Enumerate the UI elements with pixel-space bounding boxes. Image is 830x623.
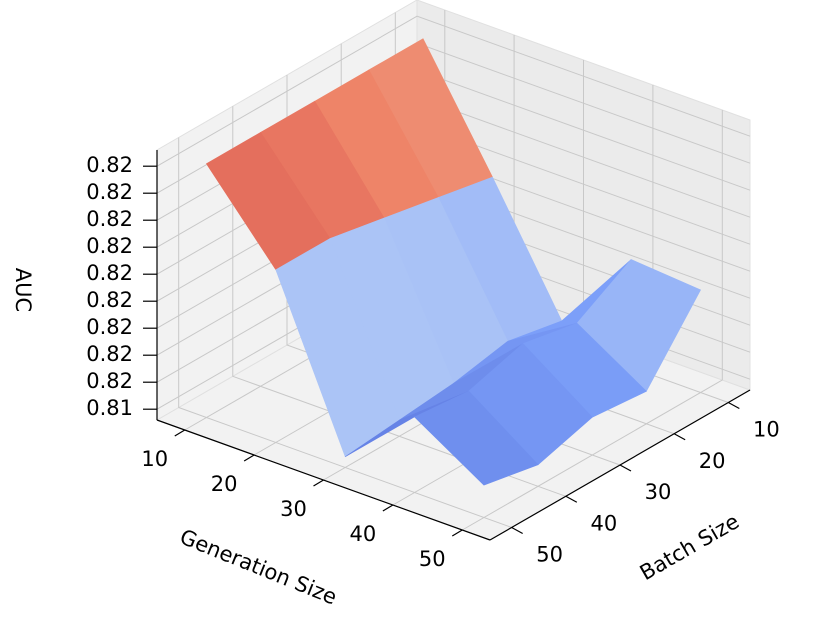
- z-tick-label: 0.82: [86, 234, 133, 258]
- z-tick-label: 0.82: [86, 180, 133, 204]
- x-tick-label: 50: [419, 547, 446, 571]
- y-tick-label: 40: [590, 511, 617, 535]
- z-tick-label: 0.82: [86, 288, 133, 312]
- x-tick: [313, 479, 324, 487]
- y-tick-label: 10: [753, 418, 780, 442]
- x-axis-label: Generation Size: [176, 525, 340, 610]
- y-tick: [565, 495, 578, 503]
- surface-patch: [413, 390, 539, 486]
- x-tick-label: 20: [211, 472, 238, 496]
- z-tick-label: 0.82: [86, 261, 133, 285]
- y-tick: [619, 464, 632, 472]
- y-tick-label: 30: [645, 480, 672, 504]
- x-tick: [174, 429, 186, 437]
- x-tick-label: 30: [280, 497, 307, 521]
- grid-line: [178, 137, 512, 528]
- z-tick-label: 0.82: [86, 315, 133, 339]
- x-tick: [382, 504, 394, 512]
- x-tick: [243, 454, 255, 462]
- z-tick-label: 0.82: [86, 153, 133, 177]
- x-tick-label: 10: [141, 447, 168, 471]
- z-tick-label: 0.82: [86, 342, 133, 366]
- y-tick: [673, 433, 686, 441]
- y-tick: [728, 401, 740, 410]
- y-tick: [511, 526, 523, 535]
- x-tick: [451, 529, 463, 537]
- y-axis-label: Batch Size: [636, 509, 743, 585]
- z-tick-label: 0.82: [86, 369, 133, 393]
- y-tick-label: 50: [536, 543, 563, 567]
- z-axis-label: AUC: [11, 268, 35, 312]
- z-tick-label: 0.82: [86, 207, 133, 231]
- y-tick-label: 20: [699, 449, 726, 473]
- z-tick-label: 0.81: [86, 396, 133, 420]
- grid-line: [462, 110, 723, 531]
- x-tick-label: 40: [350, 522, 377, 546]
- grid-line: [156, 15, 751, 167]
